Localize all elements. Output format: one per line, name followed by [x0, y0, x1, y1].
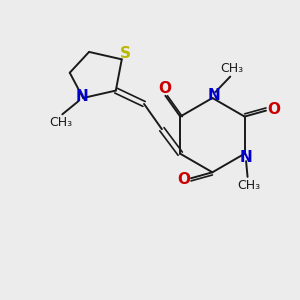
Text: N: N — [208, 88, 220, 103]
Text: N: N — [240, 150, 253, 165]
Text: CH₃: CH₃ — [238, 179, 261, 192]
Text: O: O — [267, 102, 280, 117]
Text: S: S — [120, 46, 131, 61]
Text: CH₃: CH₃ — [220, 62, 243, 75]
Text: O: O — [177, 172, 190, 187]
Text: O: O — [158, 81, 171, 96]
Text: N: N — [75, 89, 88, 104]
Text: CH₃: CH₃ — [49, 116, 72, 129]
